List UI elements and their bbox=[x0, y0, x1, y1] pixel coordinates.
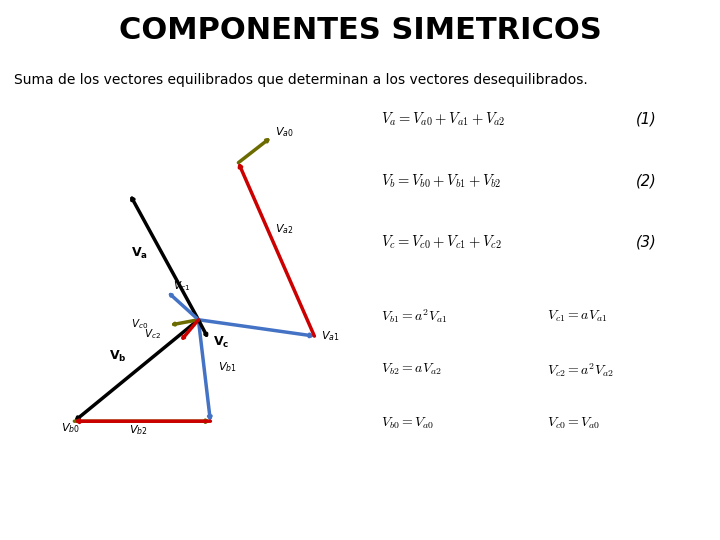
Text: $V_{a0}$: $V_{a0}$ bbox=[275, 125, 294, 139]
Text: $V_{a1}$: $V_{a1}$ bbox=[321, 329, 339, 343]
Text: COMPONENTES SIMETRICOS: COMPONENTES SIMETRICOS bbox=[119, 16, 601, 45]
Text: $V_{b0} = V_{a0}$: $V_{b0} = V_{a0}$ bbox=[381, 415, 434, 430]
Text: (1): (1) bbox=[636, 112, 657, 127]
Text: $V_{c0}$: $V_{c0}$ bbox=[131, 317, 148, 330]
Text: $V_{c1}$: $V_{c1}$ bbox=[173, 280, 190, 293]
Text: $V_{c1} = a V_{a1}$: $V_{c1} = a V_{a1}$ bbox=[546, 308, 607, 324]
Text: $\mathbf{V_b}$: $\mathbf{V_b}$ bbox=[109, 349, 127, 364]
Text: $V_c = V_{c0} + V_{c1} + V_{c2}$: $V_c = V_{c0} + V_{c1} + V_{c2}$ bbox=[381, 234, 502, 251]
Text: (3): (3) bbox=[636, 235, 657, 250]
Text: $V_{c0} = V_{a0}$: $V_{c0} = V_{a0}$ bbox=[546, 415, 600, 430]
Text: Suma de los vectores equilibrados que determinan a los vectores desequilibrados.: Suma de los vectores equilibrados que de… bbox=[14, 73, 588, 87]
Text: $V_{a2}$: $V_{a2}$ bbox=[275, 222, 294, 236]
Text: $V_{b1}$: $V_{b1}$ bbox=[218, 361, 237, 374]
Text: $V_{b0}$: $V_{b0}$ bbox=[61, 422, 80, 435]
Text: $V_{b1} = a^2 V_{a1}$: $V_{b1} = a^2 V_{a1}$ bbox=[381, 307, 448, 325]
Text: $V_a = V_{a0} + V_{a1} + V_{a2}$: $V_a = V_{a0} + V_{a1} + V_{a2}$ bbox=[381, 111, 505, 128]
Text: $V_{c2}$: $V_{c2}$ bbox=[144, 327, 161, 341]
Text: $\mathbf{V_c}$: $\mathbf{V_c}$ bbox=[213, 335, 229, 350]
Text: $V_{c2} = a^2 V_{a2}$: $V_{c2} = a^2 V_{a2}$ bbox=[546, 361, 614, 379]
Text: (2): (2) bbox=[636, 173, 657, 188]
Text: $V_{b2} = a V_{a2}$: $V_{b2} = a V_{a2}$ bbox=[381, 362, 441, 377]
Text: $V_b = V_{b0} + V_{b1} + V_{b2}$: $V_b = V_{b0} + V_{b1} + V_{b2}$ bbox=[381, 172, 502, 190]
Text: $\mathbf{V_a}$: $\mathbf{V_a}$ bbox=[131, 246, 148, 261]
Text: $V_{b2}$: $V_{b2}$ bbox=[129, 423, 148, 437]
